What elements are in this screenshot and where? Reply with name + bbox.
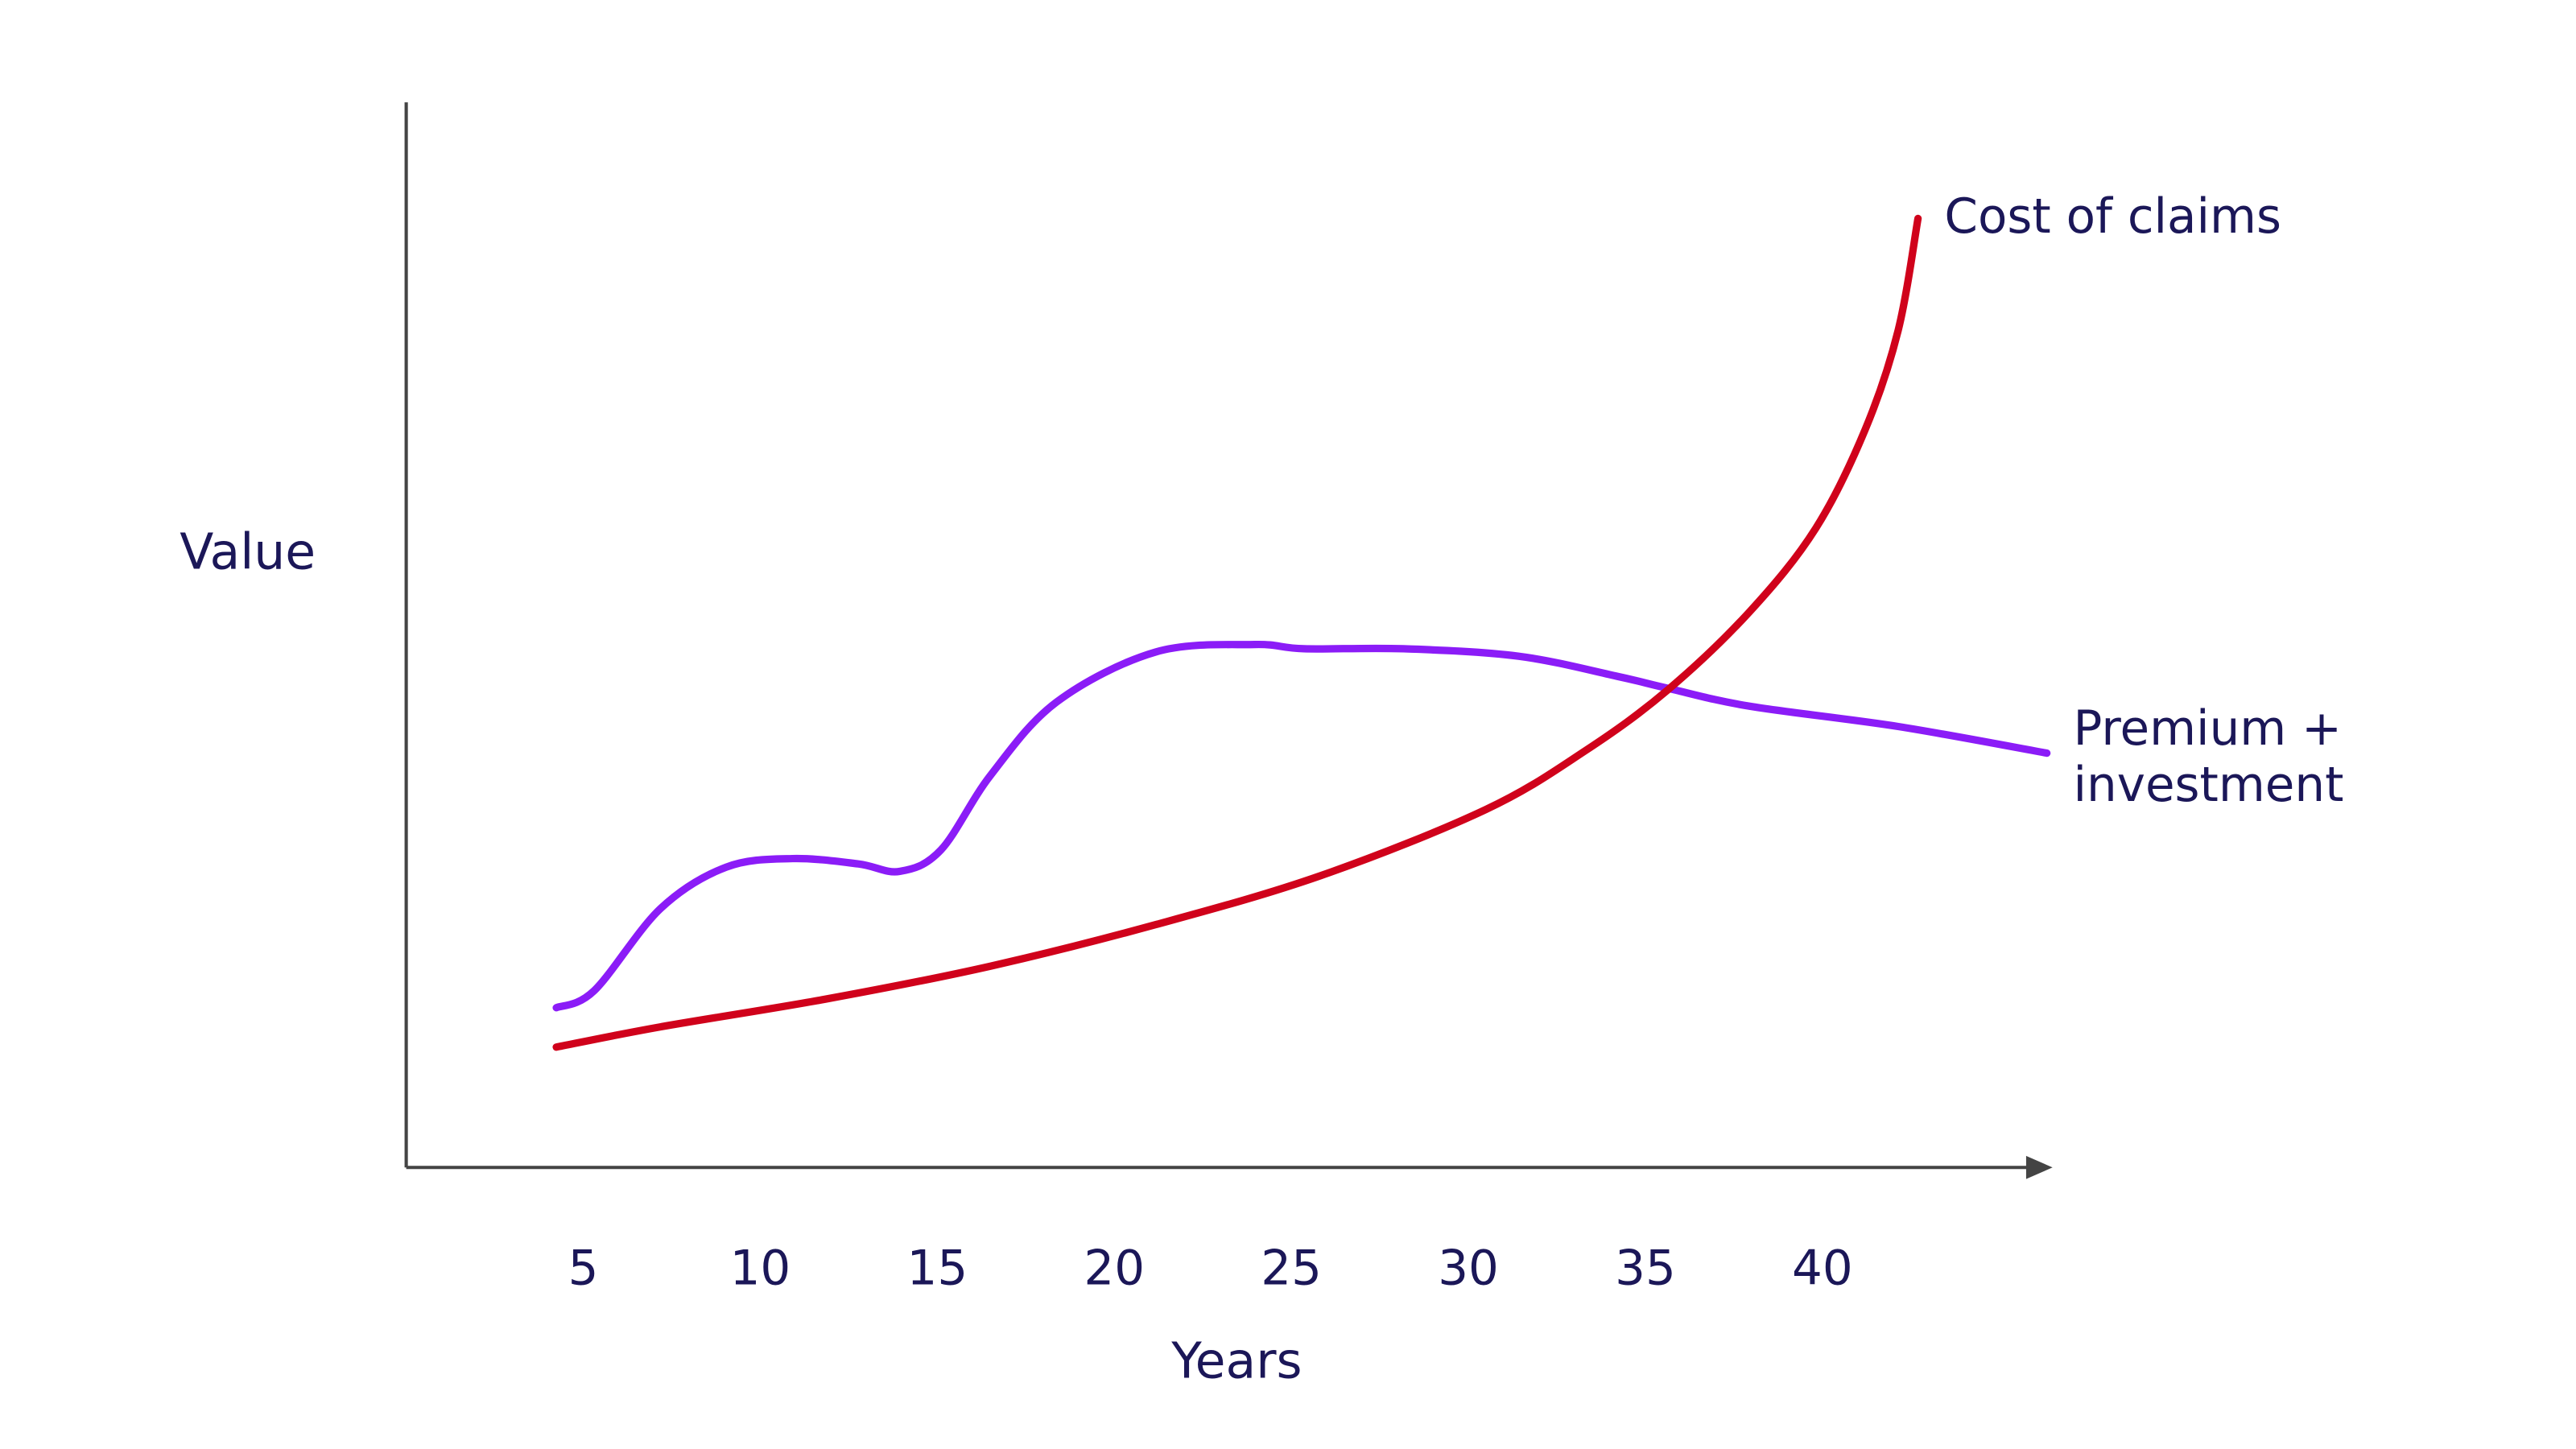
series-label: Cost of claims [1944,188,2282,246]
series-label-box: Premium + investment [2073,700,2344,813]
series-label: Premium + investment [2073,700,2344,813]
x-axis-arrow [2025,1155,2053,1179]
x-tick-label: 5 [568,1241,599,1297]
series-line [552,640,2051,1012]
series-line [552,214,1922,1051]
x-axis-label: Years [1170,1331,1302,1389]
x-tick-label: 20 [1084,1241,1145,1297]
x-tick-label: 15 [906,1241,968,1297]
x-tick-label: 10 [730,1241,791,1297]
series-label-box: Cost of claims [1944,188,2282,246]
x-tick-label: 35 [1615,1241,1676,1297]
x-tick-label: 40 [1792,1241,1853,1297]
y-axis-label: Value [180,522,316,580]
x-tick-label: 25 [1261,1241,1322,1297]
x-tick-label: 30 [1438,1241,1499,1297]
